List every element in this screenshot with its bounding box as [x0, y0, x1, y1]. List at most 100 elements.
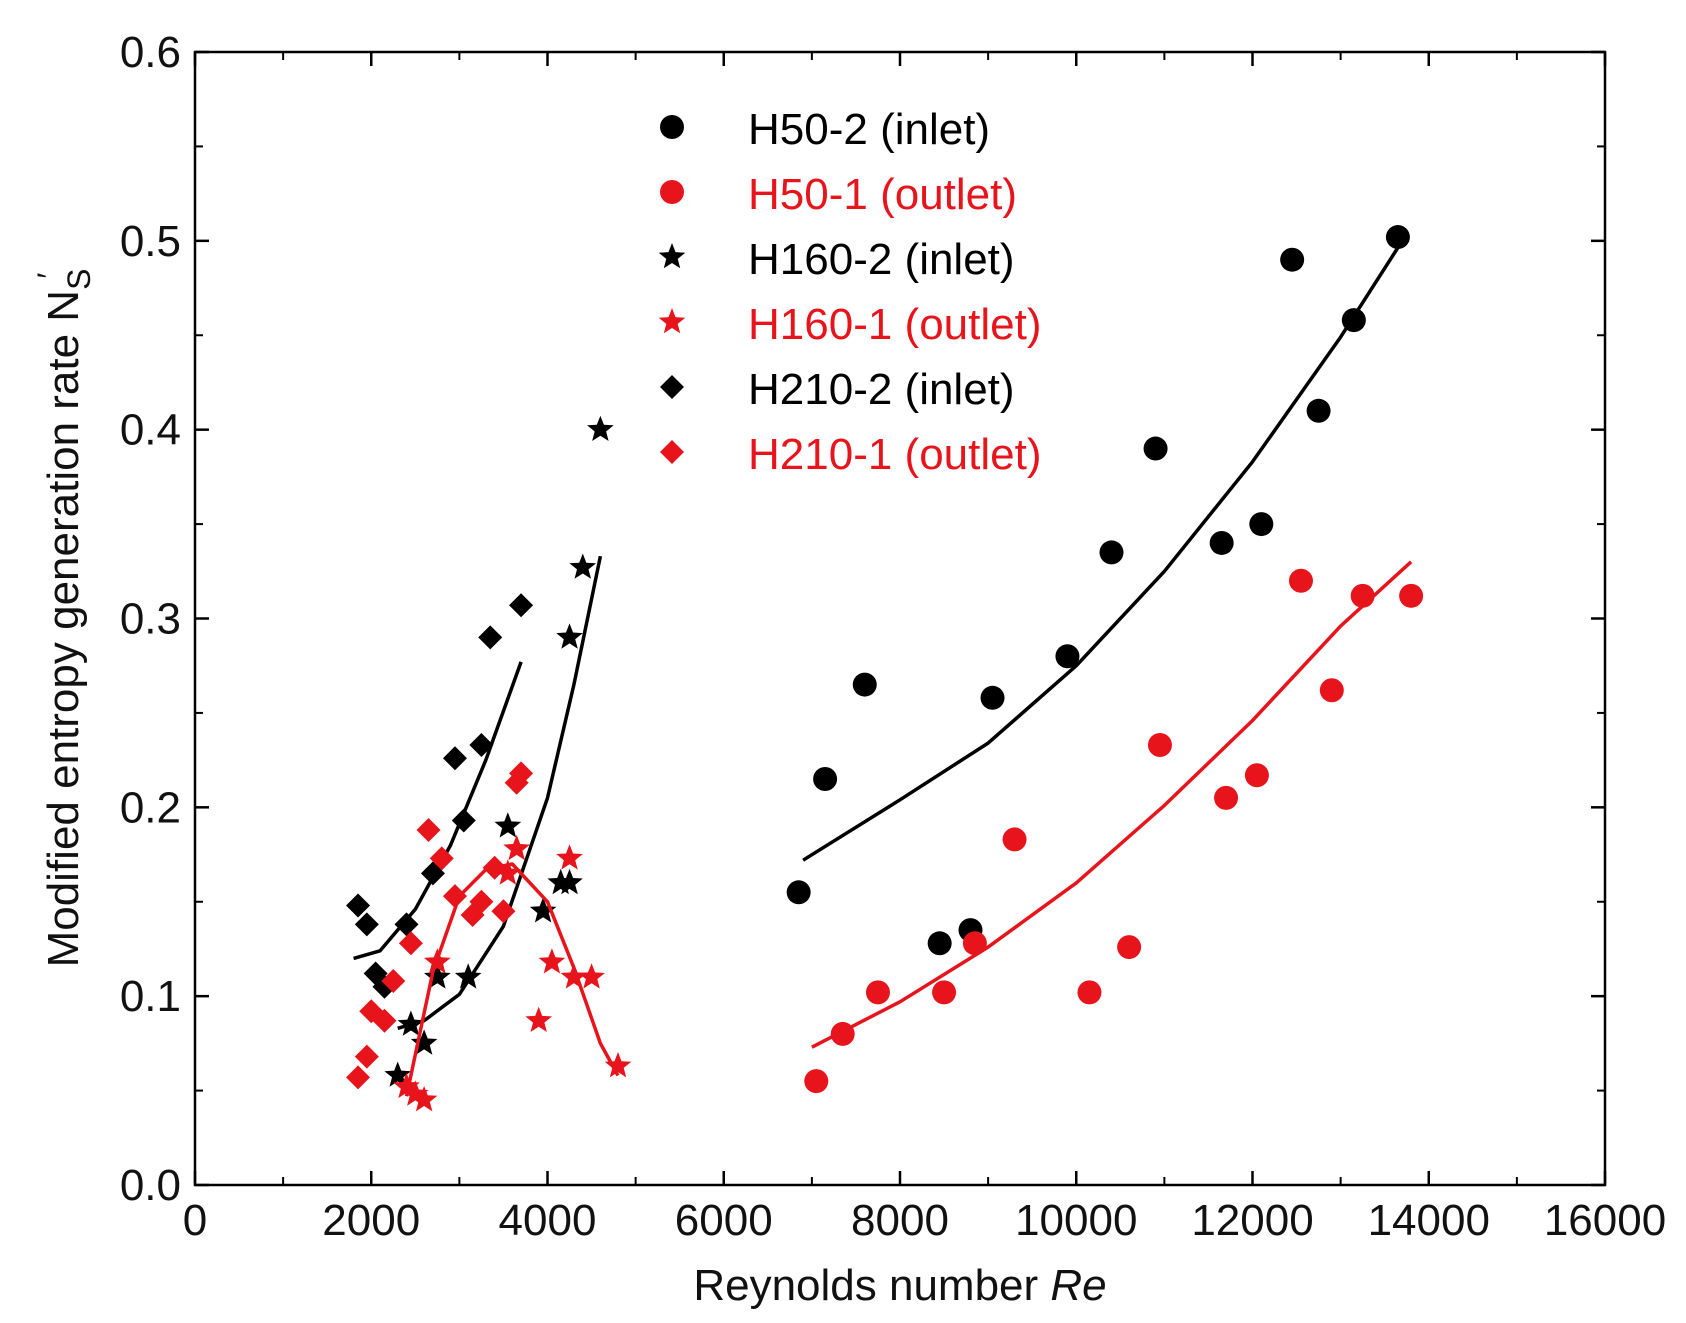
data-point	[556, 868, 583, 895]
plot-frame	[193, 50, 1607, 1187]
plot-marks	[346, 225, 1424, 1112]
data-point	[830, 1021, 855, 1046]
data-point	[509, 593, 534, 618]
data-point	[1117, 935, 1142, 960]
data-point	[469, 889, 494, 914]
x-tick-label: 12000	[1191, 1196, 1313, 1245]
data-point	[538, 948, 566, 974]
data-point	[560, 963, 588, 989]
data-point	[354, 1044, 379, 1069]
legend-marker	[660, 180, 684, 204]
legend-label: H160-2 (inlet)	[748, 235, 1015, 284]
legend-marker	[658, 308, 686, 334]
data-point	[402, 1080, 429, 1106]
data-point	[494, 859, 522, 885]
series-1	[804, 560, 1424, 1094]
data-point	[1002, 827, 1027, 852]
data-point	[556, 844, 583, 870]
data-point	[424, 963, 451, 989]
x-tick-label: 14000	[1368, 1196, 1490, 1245]
legend-entry: H160-1 (outlet)	[658, 300, 1041, 349]
data-point	[354, 912, 379, 937]
data-point	[1288, 568, 1313, 593]
y-axis-title: Modified entropy generation rate NS′	[31, 269, 97, 968]
series-4	[346, 593, 534, 999]
data-point	[509, 761, 534, 786]
data-point	[1280, 247, 1305, 272]
data-point	[384, 1061, 411, 1087]
data-point	[813, 767, 838, 792]
legend-label: H210-2 (inlet)	[748, 365, 1015, 414]
x-tick-label: 6000	[675, 1196, 773, 1245]
data-point	[1055, 644, 1080, 669]
y-tick-label: 0.3	[120, 595, 181, 644]
data-point	[587, 415, 614, 441]
y-tick-label: 0.1	[120, 972, 181, 1021]
data-point	[1099, 540, 1124, 565]
legend-label: H50-2 (inlet)	[748, 105, 990, 154]
data-point	[410, 1029, 438, 1055]
data-point	[416, 817, 441, 842]
data-point	[442, 884, 467, 909]
fit-curve	[404, 862, 620, 1097]
data-point	[394, 912, 419, 937]
data-point	[1077, 980, 1102, 1005]
x-axis-title: Reynolds number Re	[693, 1261, 1106, 1310]
data-point	[410, 1086, 438, 1112]
data-point	[1341, 308, 1366, 333]
data-point	[1249, 512, 1274, 537]
data-point	[424, 948, 451, 974]
y-tick-label: 0.0	[120, 1161, 181, 1210]
data-point	[346, 893, 371, 918]
data-point	[1143, 436, 1168, 461]
x-tick-label: 0	[183, 1196, 207, 1245]
legend-label: H160-1 (outlet)	[748, 300, 1041, 349]
x-tick-label: 4000	[499, 1196, 597, 1245]
legend-entry: H210-2 (inlet)	[660, 365, 1015, 414]
data-point	[372, 1008, 397, 1033]
data-point	[962, 931, 987, 956]
x-tick-label: 2000	[322, 1196, 420, 1245]
x-tick-label: 10000	[1015, 1196, 1137, 1245]
legend-marker	[658, 243, 686, 269]
legend-entry: H50-1 (outlet)	[660, 170, 1017, 219]
x-tick-label: 16000	[1544, 1196, 1666, 1245]
x-tick-label: 8000	[851, 1196, 949, 1245]
legend-entry: H210-1 (outlet)	[660, 430, 1041, 479]
data-point	[491, 899, 516, 924]
data-point	[1306, 398, 1331, 423]
data-point	[381, 969, 406, 994]
data-point	[932, 980, 957, 1005]
data-point	[578, 963, 605, 989]
data-point	[927, 931, 952, 956]
data-point	[980, 685, 1005, 710]
data-point	[469, 733, 494, 758]
data-point	[478, 625, 503, 650]
fit-curve	[811, 560, 1413, 1049]
legend-label: H50-1 (outlet)	[748, 170, 1017, 219]
y-tick-label: 0.6	[120, 28, 181, 77]
fit-curve	[802, 239, 1404, 862]
data-point	[529, 897, 557, 923]
data-point	[1214, 785, 1239, 810]
data-point	[503, 834, 530, 861]
series-5	[346, 761, 534, 1090]
legend-marker	[660, 375, 684, 399]
data-point	[454, 963, 482, 989]
data-point	[865, 980, 890, 1005]
data-point	[429, 846, 454, 871]
data-point	[1319, 678, 1344, 703]
y-tick-label: 0.2	[120, 783, 181, 832]
data-point	[398, 931, 423, 956]
data-point	[852, 672, 877, 697]
series-0	[786, 225, 1410, 956]
data-point	[1147, 733, 1172, 758]
data-point	[786, 880, 811, 905]
data-point	[569, 553, 597, 579]
legend-marker	[660, 440, 684, 464]
data-point	[525, 1006, 552, 1032]
data-point	[494, 812, 522, 838]
data-point	[346, 1065, 371, 1090]
